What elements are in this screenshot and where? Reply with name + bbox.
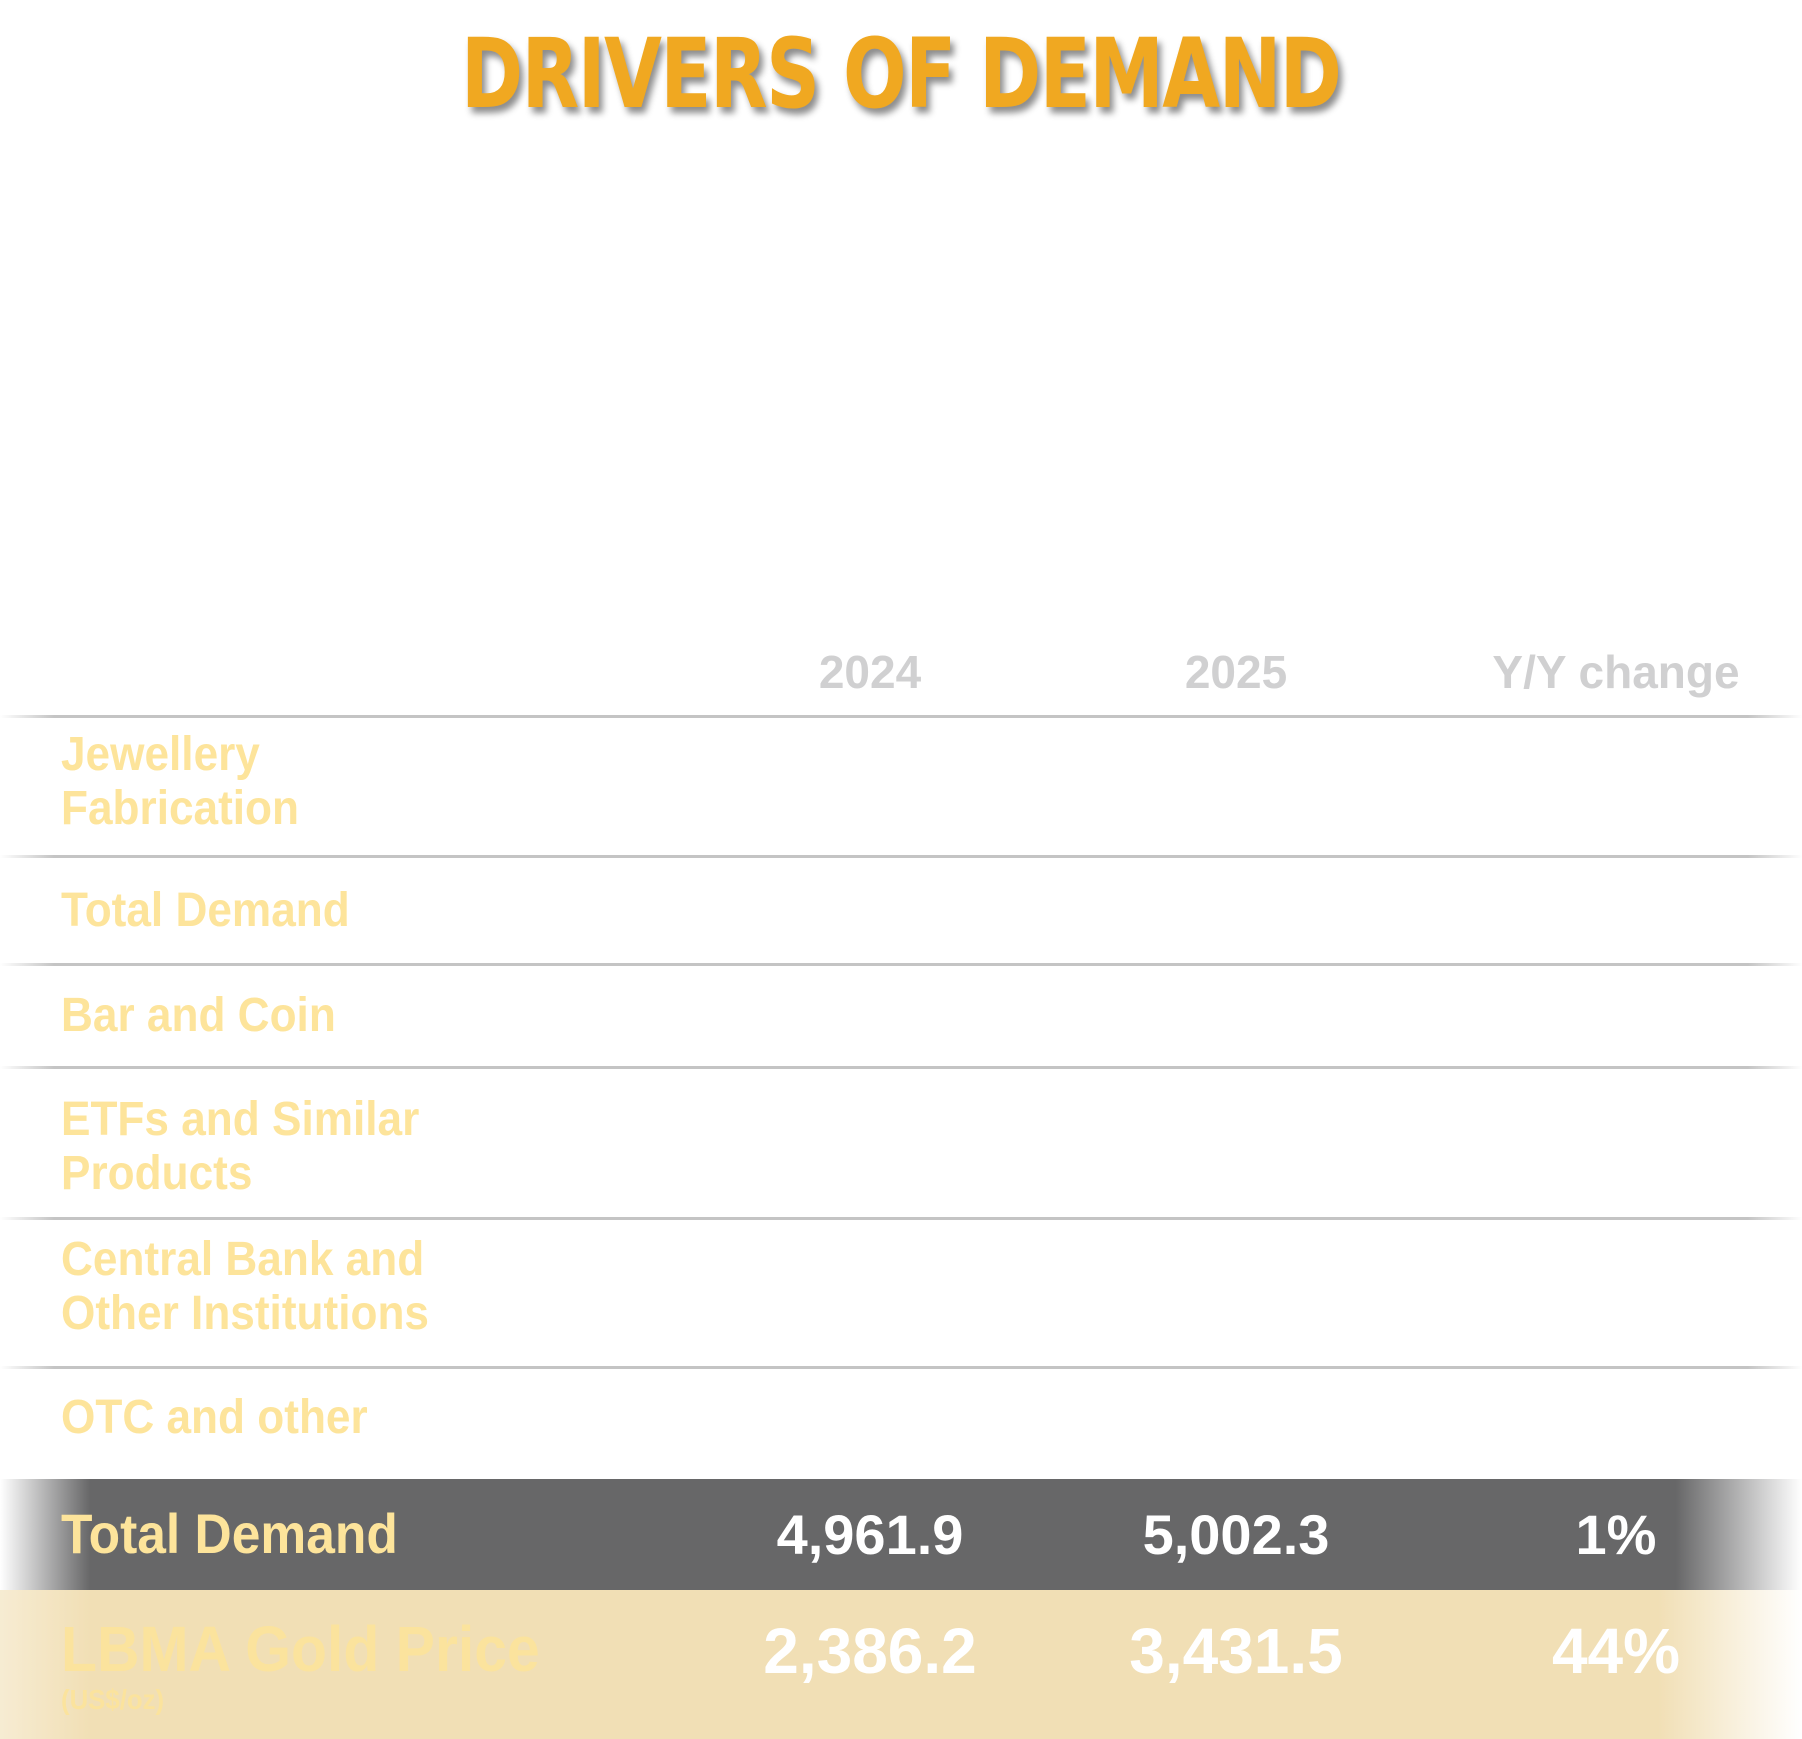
divider — [0, 1366, 1802, 1369]
column-header-yy-change: Y/Y change — [1492, 646, 1740, 698]
total-demand-label: Total Demand — [61, 1502, 398, 1565]
total-2025: 5,002.3 — [1142, 1503, 1330, 1566]
lbma-price-row — [0, 1590, 1802, 1739]
lbma-price-label: LBMA Gold Price — [61, 1613, 540, 1685]
total-2024: 4,961.9 — [776, 1503, 964, 1566]
divider — [0, 715, 1802, 718]
divider — [0, 855, 1802, 858]
lbma-price-unit: (US$/oz) — [61, 1684, 165, 1715]
divider — [0, 963, 1802, 966]
column-header-2024: 2024 — [818, 646, 922, 698]
total-demand-row — [0, 1479, 1802, 1590]
row-label-otc: OTC and other — [61, 1391, 368, 1444]
price-change: 44% — [1551, 1615, 1681, 1687]
price-2025: 3,431.5 — [1129, 1615, 1343, 1687]
price-2024: 2,386.2 — [763, 1615, 977, 1687]
column-header-2025: 2025 — [1184, 646, 1288, 698]
divider — [0, 1217, 1802, 1220]
row-label-jewellery: Jewellery Fabrication — [61, 728, 300, 835]
page-title: DRIVERS OF DEMAND — [461, 18, 1342, 130]
total-change: 1% — [1575, 1503, 1657, 1566]
row-label-etfs: ETFs and Similar Products — [61, 1093, 420, 1200]
row-label-bar-coin: Bar and Coin — [61, 989, 336, 1042]
row-label-central-bank: Central Bank and Other Institutions — [61, 1233, 429, 1340]
row-label-total-demand: Total Demand — [61, 884, 350, 937]
divider — [0, 1066, 1802, 1069]
